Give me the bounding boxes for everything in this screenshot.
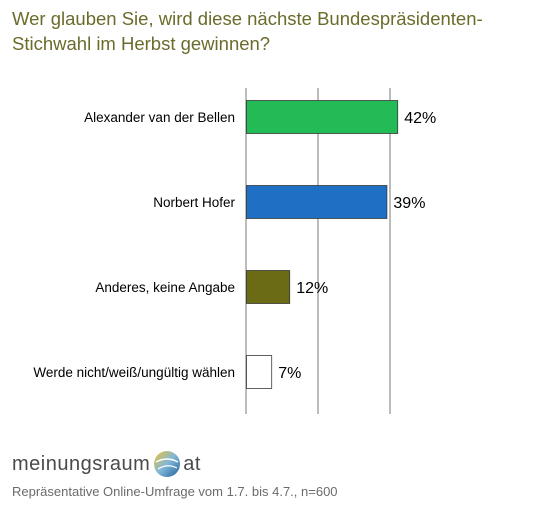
category-label: Norbert Hofer [153,195,235,210]
bar [246,185,388,219]
logo-text-right: at [183,452,201,475]
category-label: Alexander van der Bellen [84,110,235,125]
chart-title: Wer glauben Sie, wird diese nächste Bund… [12,8,483,54]
globe-icon [154,451,181,477]
bar [246,100,399,134]
value-label: 42% [404,110,436,127]
value-label: 7% [278,365,301,382]
bar [246,355,273,389]
logo: meinungsraum at [12,449,201,479]
footnote: Repräsentative Online-Umfrage vom 1.7. b… [12,484,338,499]
category-label: Anderes, keine Angabe [95,280,235,295]
category-label: Werde nicht/weiß/ungültig wählen [33,365,235,380]
value-label: 39% [393,195,425,212]
bar-chart: Alexander van der Bellen 42% Norbert Hofer… [33,88,436,414]
value-label: 12% [296,280,328,297]
logo-text-left: meinungsraum [12,452,151,475]
bar [246,270,291,304]
